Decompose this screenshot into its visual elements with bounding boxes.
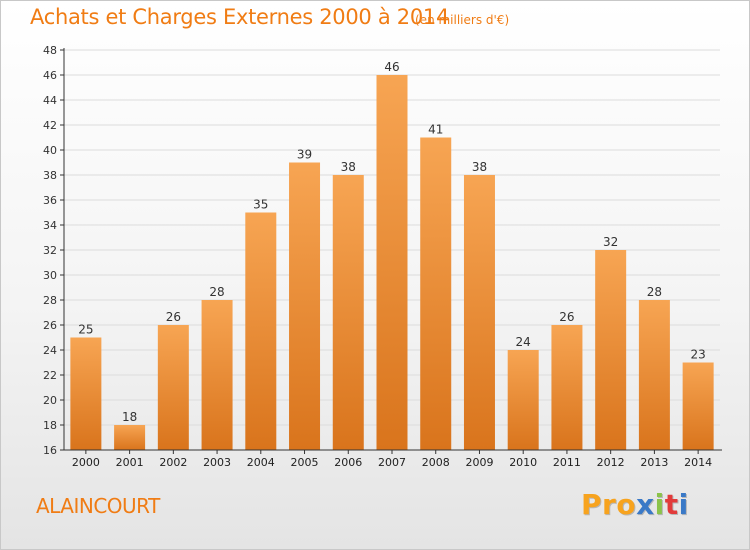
value-label: 46	[384, 60, 399, 74]
logo-letter: x	[636, 488, 655, 521]
y-tick-label: 46	[43, 69, 57, 82]
y-tick-label: 44	[43, 94, 57, 107]
y-tick-label: 32	[43, 244, 57, 257]
x-tick-label: 2013	[640, 456, 668, 469]
x-tick-label: 2000	[72, 456, 100, 469]
bar	[376, 75, 408, 450]
y-tick-label: 38	[43, 169, 57, 182]
x-tick-label: 2009	[465, 456, 493, 469]
logo-letter: P	[581, 488, 603, 521]
y-tick-label: 24	[43, 344, 57, 357]
y-tick-label: 28	[43, 294, 57, 307]
y-tick-label: 42	[43, 119, 57, 132]
x-tick-label: 2011	[553, 456, 581, 469]
chart-title: Achats et Charges Externes 2000 à 2014	[30, 5, 450, 29]
x-tick-label: 2004	[247, 456, 275, 469]
bar	[245, 212, 277, 450]
x-tick-label: 2007	[378, 456, 406, 469]
bar	[420, 137, 452, 450]
x-tick-label: 2003	[203, 456, 231, 469]
logo-letter: i	[678, 488, 689, 521]
y-tick-label: 18	[43, 419, 57, 432]
x-tick-label: 2001	[116, 456, 144, 469]
x-tick-label: 2002	[159, 456, 187, 469]
bar	[682, 362, 714, 450]
bar	[114, 425, 146, 450]
bar	[595, 250, 627, 450]
value-label: 39	[297, 148, 312, 162]
x-tick-label: 2014	[684, 456, 712, 469]
y-tick-label: 36	[43, 194, 57, 207]
bar	[551, 325, 583, 450]
place-name: ALAINCOURT	[36, 494, 160, 518]
axes-group: 16 18 20 22 24 26 28 30 32 34 36 38 40 42 44 46 48 2000 20…	[43, 44, 722, 469]
value-label: 35	[253, 198, 268, 212]
bars-group: 25 18 26 28 35 39 38 46 41 38 24 26 32 28 23	[70, 60, 714, 450]
y-tick-label: 34	[43, 219, 57, 232]
bar	[638, 300, 670, 450]
value-label: 28	[209, 285, 224, 299]
bar	[463, 175, 495, 450]
logo-letter: t	[664, 488, 679, 521]
value-label: 32	[603, 235, 618, 249]
value-label: 23	[690, 348, 705, 362]
y-tick-label: 30	[43, 269, 57, 282]
x-tick-label: 2006	[334, 456, 362, 469]
value-label: 24	[516, 335, 531, 349]
x-tick-label: 2012	[597, 456, 625, 469]
x-tick-label: 2010	[509, 456, 537, 469]
proxiti-logo[interactable]: Proxiti	[581, 488, 689, 521]
x-tick-label: 2008	[422, 456, 450, 469]
logo-letter: o	[616, 488, 637, 521]
logo-letter: i	[654, 488, 665, 521]
bar	[332, 175, 364, 450]
y-tick-label: 20	[43, 394, 57, 407]
bar	[201, 300, 233, 450]
y-tick-label: 40	[43, 144, 57, 157]
bar	[70, 337, 102, 450]
bar	[289, 162, 321, 450]
y-tick-label: 26	[43, 319, 57, 332]
value-label: 38	[341, 160, 356, 174]
y-tick-label: 22	[43, 369, 57, 382]
value-label: 18	[122, 410, 137, 424]
bar	[507, 350, 539, 450]
value-label: 38	[472, 160, 487, 174]
y-tick-label: 16	[43, 444, 57, 457]
bar	[157, 325, 189, 450]
x-tick-label: 2005	[291, 456, 319, 469]
value-label: 26	[166, 310, 181, 324]
value-label: 25	[78, 323, 93, 337]
y-tick-label: 48	[43, 44, 57, 57]
value-label: 26	[559, 310, 574, 324]
value-label: 28	[647, 285, 662, 299]
value-label: 41	[428, 123, 443, 137]
chart-unit: (en milliers d'€)	[415, 13, 510, 27]
logo-letter: r	[602, 488, 617, 521]
